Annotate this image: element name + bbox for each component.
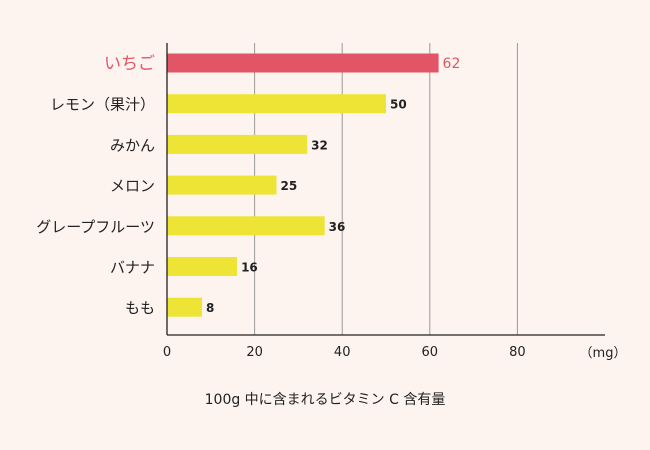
category-label: グレープフルーツ	[36, 218, 155, 236]
bar-layer	[167, 53, 439, 317]
bar	[167, 257, 238, 276]
bar	[167, 216, 325, 236]
category-label: いちご	[104, 54, 155, 74]
category-label: バナナ	[110, 259, 155, 277]
value-label: 25	[281, 179, 298, 193]
category-label: みかん	[110, 136, 155, 154]
bar	[167, 94, 386, 114]
x-tick-label: 80	[509, 345, 526, 360]
value-label: 62	[443, 56, 461, 72]
x-tick-label: 0	[163, 345, 171, 360]
value-label: 36	[329, 220, 346, 234]
value-label: 50	[390, 98, 407, 112]
category-label: もも	[125, 299, 155, 317]
label-layer: 0 20 40 60 80 いちご 62 レモン（果汁） 50 みかん 32 メロン 25 グレープフルー…	[36, 54, 525, 360]
unit-label: （mg）	[580, 346, 627, 361]
x-tick-label: 40	[334, 345, 351, 360]
bar	[167, 297, 203, 317]
value-label: 32	[311, 138, 328, 152]
chart-caption: 100g 中に含まれるビタミン C 含有量	[205, 392, 446, 408]
value-label: 8	[206, 301, 214, 315]
x-tick-label: 20	[246, 345, 263, 360]
bar	[167, 134, 308, 154]
category-label: レモン（果汁）	[50, 96, 155, 114]
axis-layer	[166, 43, 605, 336]
x-tick-label: 60	[422, 345, 439, 360]
bar	[167, 175, 277, 195]
value-label: 16	[241, 261, 258, 275]
category-label: メロン	[110, 177, 155, 195]
bar	[167, 53, 439, 73]
